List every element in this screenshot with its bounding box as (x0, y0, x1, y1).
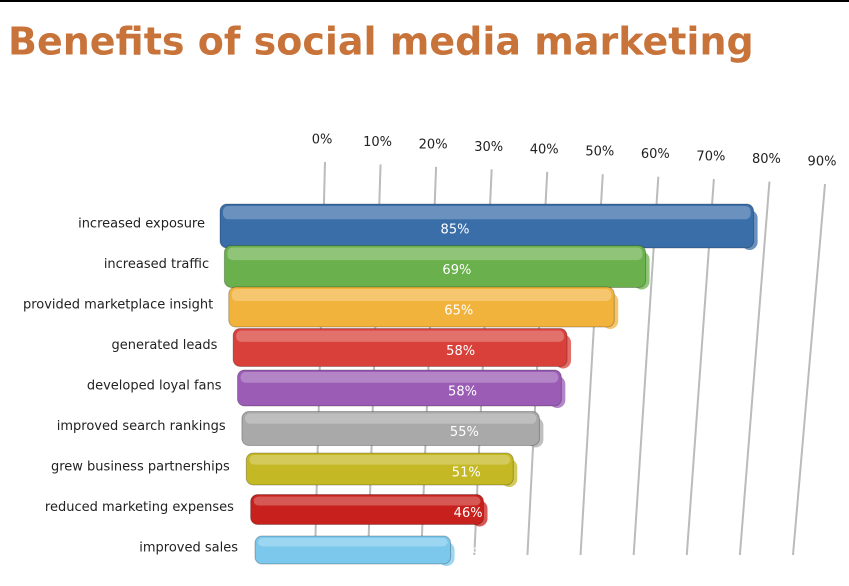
bar-shine (244, 413, 537, 424)
bar-shine (227, 247, 643, 261)
bar-shine (223, 206, 751, 220)
bar (250, 494, 484, 525)
value-label: 58% (448, 385, 477, 400)
category-label: improved search rankings (57, 419, 226, 434)
chart-title: Benefits of social media marketing (8, 20, 754, 64)
value-label: 46% (454, 506, 483, 521)
bar (237, 369, 562, 407)
bar (228, 286, 615, 328)
category-label: increased traffic (104, 257, 209, 272)
value-label: 85% (441, 223, 470, 238)
value-label: 51% (452, 466, 481, 481)
category-label: developed loyal fans (87, 379, 222, 394)
value-label: 40% (456, 547, 485, 562)
x-tick-label: 10% (363, 135, 392, 150)
bar (254, 535, 452, 565)
category-label: generated leads (111, 338, 217, 353)
x-tick-label: 40% (530, 142, 559, 157)
x-tick-label: 50% (585, 145, 614, 160)
bar (241, 411, 540, 446)
x-tick-label: 70% (696, 150, 725, 165)
value-label: 58% (446, 344, 475, 359)
value-label: 55% (450, 425, 479, 440)
x-tick-label: 80% (752, 152, 781, 167)
x-tick-label: 30% (474, 140, 503, 155)
bar-shine (249, 455, 511, 465)
value-label: 69% (442, 263, 471, 278)
bar (245, 452, 514, 486)
grid-line (738, 181, 771, 556)
x-tick-label: 90% (808, 155, 837, 170)
category-label: improved sales (139, 541, 238, 556)
bar (232, 328, 568, 367)
bar-shine (258, 538, 448, 547)
bar-shine (231, 289, 612, 301)
category-label: increased exposure (78, 217, 205, 232)
bar-shine (253, 496, 481, 506)
bar-shine (236, 330, 565, 342)
x-tick-label: 0% (312, 133, 333, 148)
category-label: grew business partnerships (51, 460, 230, 475)
grid-line (792, 183, 826, 556)
x-tick-label: 20% (419, 137, 448, 152)
x-tick-label: 60% (641, 147, 670, 162)
category-label: provided marketplace insight (23, 298, 213, 313)
bar-shine (240, 372, 559, 383)
value-label: 65% (444, 304, 473, 319)
category-label: reduced marketing expenses (45, 500, 234, 515)
